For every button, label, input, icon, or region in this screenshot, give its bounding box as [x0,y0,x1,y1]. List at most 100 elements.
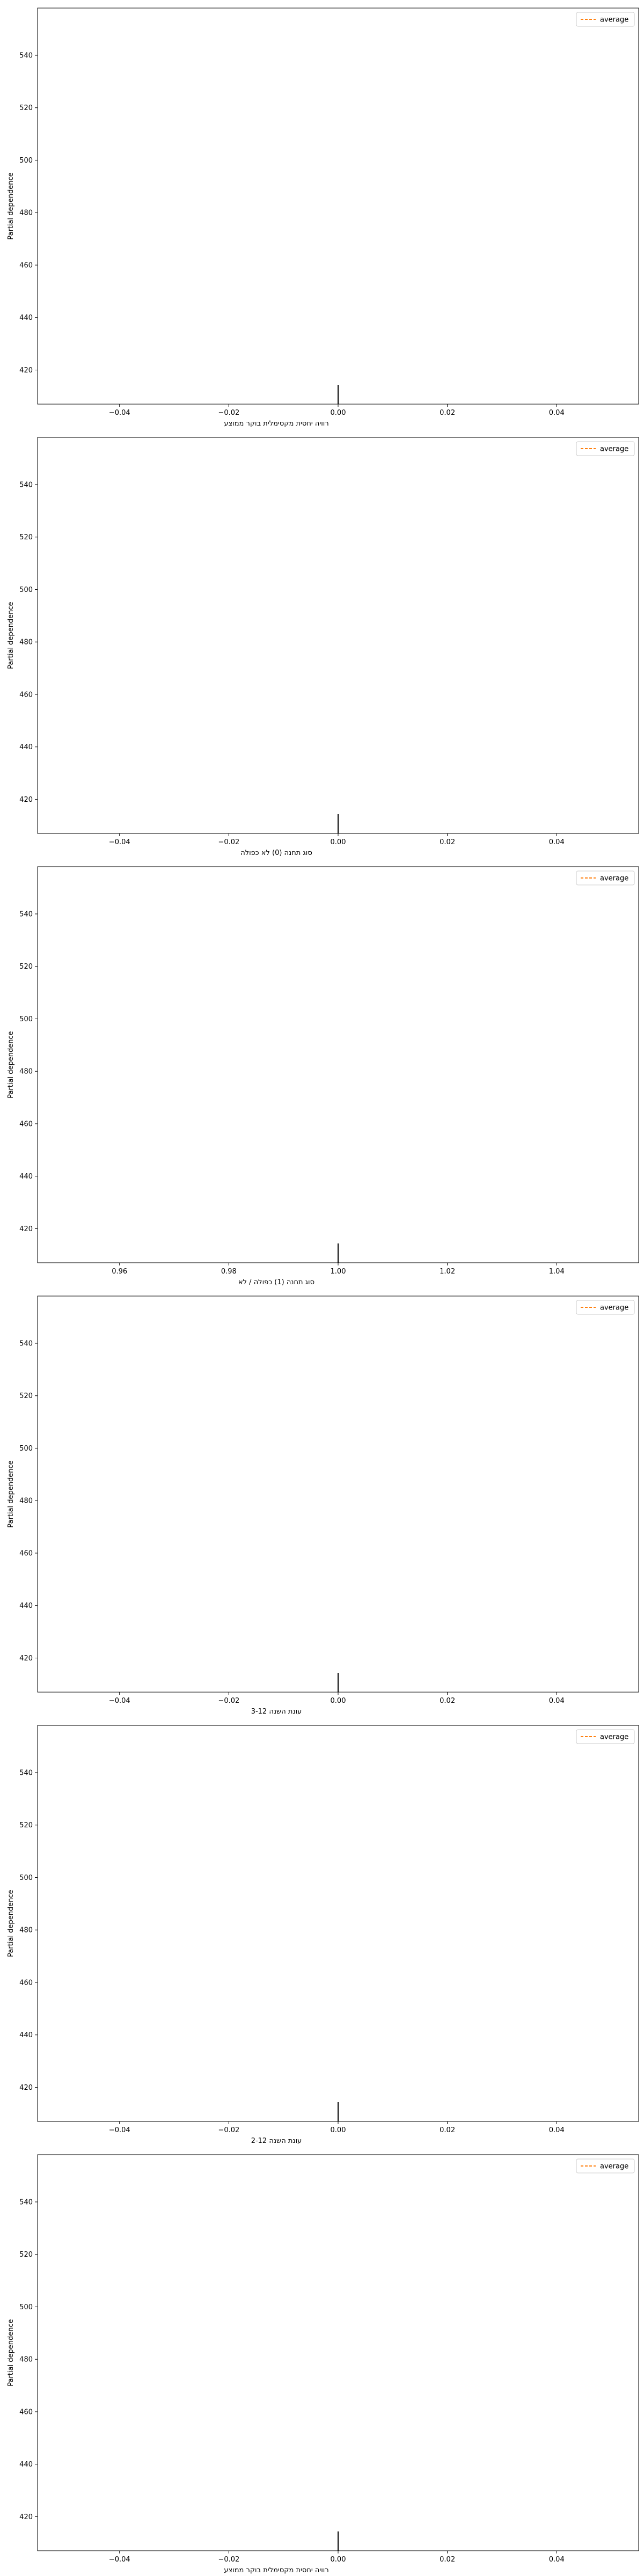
y-tick-label: 540 [19,2198,33,2206]
x-tick-label: −0.02 [218,1697,239,1705]
y-axis-label: Partial dependence [7,2319,15,2386]
legend-label: average [600,1304,628,1312]
x-tick-label: −0.04 [109,838,130,846]
y-tick-label: 440 [19,2461,33,2469]
y-tick-label: 420 [19,2513,33,2521]
chart-panel-5: −0.04 −0.02 0.00 0.02 0.04 420 440 460 480 500 520… [7,1725,639,2145]
y-tick-label: 420 [19,367,33,375]
x-tick-label: −0.02 [218,2126,239,2134]
y-tick-label: 420 [19,2084,33,2092]
y-tick-label: 440 [19,314,33,322]
y-tick-label: 500 [19,586,33,594]
legend-label: average [600,1733,628,1741]
x-axis-label: סוג תחנה (0) לא כפולה [240,849,312,857]
legend: average [576,870,635,885]
y-tick-label: 440 [19,2031,33,2039]
y-tick-label: 420 [19,1225,33,1233]
chart-panel-1: −0.04 −0.02 0.00 0.02 0.04 420 440 460 480 500 520… [7,8,639,428]
x-tick-label: 0.02 [440,1697,455,1705]
y-tick-label: 540 [19,910,33,918]
legend: average [576,441,635,456]
y-tick-label: 480 [19,209,33,217]
x-axis-label: רוויה יחסית מקסימלית בוקר ממוצע [224,2566,328,2574]
y-tick-label: 500 [19,1445,33,1453]
axes-frame [37,2154,639,2551]
y-tick-label: 500 [19,2303,33,2311]
y-tick-label: 520 [19,1821,33,1829]
y-tick-label: 540 [19,481,33,489]
axes-frame [37,866,639,1263]
x-tick-label: 0.04 [549,1697,565,1705]
y-tick-label: 540 [19,1340,33,1348]
legend-label: average [600,445,628,453]
y-tick-label: 440 [19,743,33,751]
x-tick-label: 0.00 [331,2126,346,2134]
x-tick-label: 0.02 [440,838,455,846]
legend-box [576,12,635,27]
y-axis-label: Partial dependence [7,1031,15,1098]
x-axis-label: עונת השנה 3-12 [251,1708,302,1716]
x-tick-label: 1.04 [549,1268,565,1276]
axes-frame [37,8,639,405]
x-tick-label: 0.00 [331,2556,346,2564]
y-tick-label: 480 [19,1927,33,1935]
x-tick-label: 0.04 [549,838,565,846]
x-axis-label: סוג תחנה (1) כפולה / לא [238,1278,314,1286]
x-tick-label: −0.02 [218,2556,239,2564]
y-tick-label: 480 [19,2356,33,2364]
y-axis-label: Partial dependence [7,172,15,239]
x-tick-label: 0.00 [331,838,346,846]
y-tick-label: 460 [19,1120,33,1128]
x-tick-label: 0.02 [440,2126,455,2134]
y-tick-label: 540 [19,1769,33,1777]
y-tick-label: 480 [19,639,33,647]
legend: average [576,2158,635,2174]
y-tick-label: 420 [19,1655,33,1663]
y-tick-label: 460 [19,261,33,269]
x-tick-label: 0.96 [112,1268,127,1276]
y-axis-label: Partial dependence [7,1460,15,1527]
y-tick-label: 420 [19,796,33,804]
y-tick-label: 460 [19,1979,33,1987]
legend-box [576,870,635,885]
axes-frame [37,437,639,834]
y-tick-label: 500 [19,1015,33,1023]
legend-label: average [600,2163,628,2171]
y-axis-label: Partial dependence [7,1890,15,1957]
x-tick-label: 0.02 [440,409,455,417]
chart-panel-6: −0.04 −0.02 0.00 0.02 0.04 420 440 460 480 500 520… [7,2154,639,2574]
y-tick-label: 500 [19,1874,33,1882]
y-tick-label: 460 [19,691,33,699]
x-tick-label: 1.02 [440,1268,455,1276]
axes-frame [37,1296,639,1693]
chart-panel-3: 0.96 0.98 1.00 1.02 1.04 420 440 460 480 500 520 54… [7,866,639,1286]
legend-label: average [600,875,628,883]
x-tick-label: 1.00 [331,1268,346,1276]
legend: average [576,1729,635,1744]
y-tick-label: 440 [19,1173,33,1181]
y-tick-label: 540 [19,52,33,60]
y-tick-label: 500 [19,157,33,165]
x-tick-label: −0.02 [218,838,239,846]
x-tick-label: 0.04 [549,409,565,417]
x-tick-label: −0.04 [109,2126,130,2134]
x-axis-label: רוויה יחסית מקסימלית בוקר ממוצע [224,420,328,428]
y-tick-label: 520 [19,2251,33,2259]
legend-box [576,2158,635,2174]
y-tick-label: 520 [19,104,33,112]
x-tick-label: 0.04 [549,2126,565,2134]
x-tick-label: 0.04 [549,2556,565,2564]
x-tick-label: −0.04 [109,409,130,417]
legend-box [576,1300,635,1315]
x-tick-label: 0.00 [331,1697,346,1705]
legend: average [576,1300,635,1315]
x-tick-label: 0.98 [221,1268,237,1276]
y-tick-label: 520 [19,963,33,971]
x-tick-label: −0.04 [109,2556,130,2564]
y-tick-label: 460 [19,1549,33,1557]
legend-box [576,441,635,456]
legend: average [576,12,635,27]
y-tick-label: 520 [19,533,33,541]
chart-panel-4: −0.04 −0.02 0.00 0.02 0.04 420 440 460 480 500 520… [7,1296,639,1716]
